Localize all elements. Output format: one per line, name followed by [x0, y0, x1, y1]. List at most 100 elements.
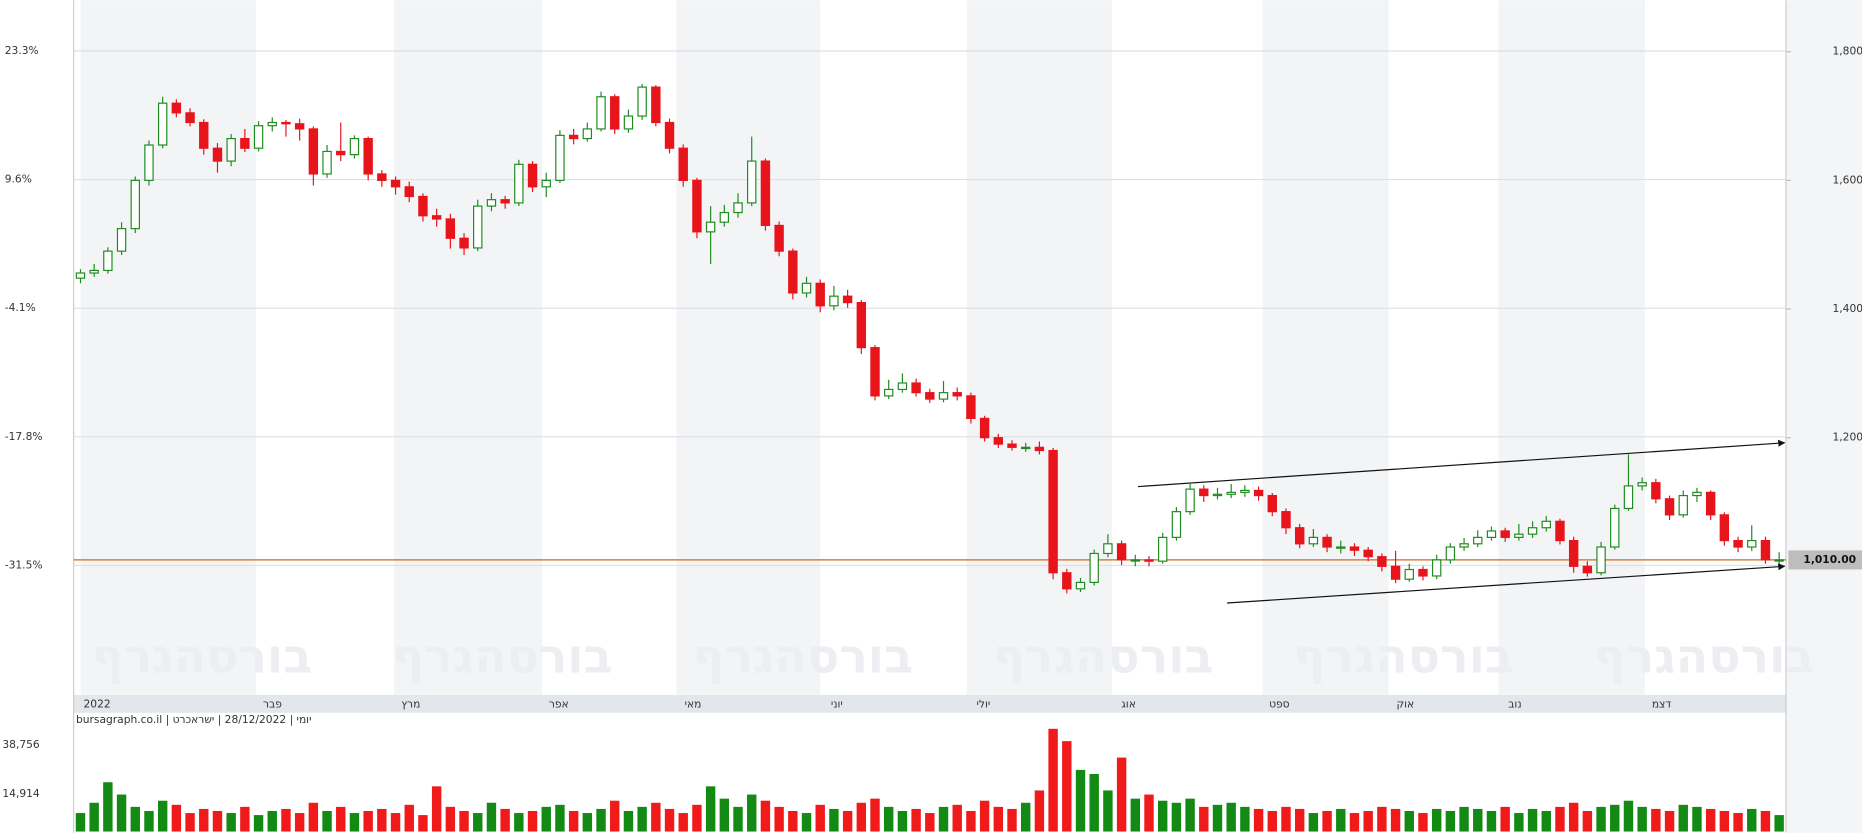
volume-bar [418, 815, 428, 832]
candle-body [103, 250, 113, 272]
y2-tick-label: 23.3% [5, 44, 39, 57]
candle-body [500, 199, 510, 204]
volume-bar [870, 798, 880, 832]
volume-bar [993, 806, 1004, 832]
candle-body [1226, 491, 1236, 495]
volume-bar [610, 800, 620, 832]
y-tick-label: 1,800 [1832, 45, 1862, 58]
volume-bar [1240, 806, 1250, 832]
volume-bar [294, 813, 305, 832]
candle-body [1774, 559, 1784, 562]
volume-bar [747, 794, 757, 832]
candle-body [1294, 527, 1305, 545]
volume-bar [568, 810, 579, 832]
volume-bar [884, 806, 894, 832]
volume-bar [555, 804, 565, 832]
candle-body [1157, 536, 1168, 562]
volume-bar [171, 804, 182, 832]
volume-bar [856, 802, 867, 832]
volume-bar [664, 808, 675, 832]
candle-body [1253, 489, 1264, 497]
volume-bar [404, 804, 414, 832]
x-tick-label: ספט [1269, 697, 1290, 710]
volume-bar [377, 808, 387, 832]
trend-line [1137, 439, 1786, 488]
candle-body [1199, 488, 1209, 497]
candle-body [1514, 533, 1524, 538]
volume-bar [637, 806, 647, 832]
candle-body [527, 163, 538, 188]
candle-body [1760, 540, 1771, 561]
y-tick-label: 1,400 [1832, 302, 1862, 315]
candle-body [568, 134, 579, 140]
x-tick-label: נוב [1508, 697, 1521, 710]
watermark: בורסהגרף [392, 629, 613, 684]
volume-bar [1459, 806, 1469, 832]
x-tick-label: אוק [1397, 697, 1415, 710]
volume-bar [1267, 810, 1277, 832]
x-tick-label: 2022 [84, 697, 111, 710]
volume-bar [651, 802, 661, 832]
candle-body [1404, 568, 1414, 580]
candle-body [1568, 540, 1579, 567]
volume-bar [267, 810, 277, 832]
volume-bar [815, 804, 825, 832]
volume-bar [1308, 813, 1319, 832]
volume-bar [1541, 810, 1551, 832]
candle-body [212, 147, 223, 162]
volume-bar [582, 813, 593, 832]
candle-body [1486, 530, 1497, 538]
volume-bar [336, 806, 346, 832]
candle-body [1363, 549, 1373, 558]
volume-tick-label: 14,914 [2, 787, 40, 800]
candle-body [1116, 543, 1127, 561]
volume-bar [1377, 806, 1387, 832]
candle-body [678, 147, 688, 181]
candle-body [1733, 540, 1743, 548]
candle-body [1048, 449, 1058, 574]
caption: יומי | 28/12/2022 | ישראכרט | bursagraph… [76, 713, 311, 726]
candle-body [952, 392, 962, 397]
candle-body [637, 86, 647, 117]
volume-bar [1157, 800, 1168, 832]
candle-body [226, 137, 236, 162]
candle-body [815, 282, 825, 307]
candle-body [884, 388, 894, 397]
last-price-box [1788, 550, 1862, 570]
volume-bar [445, 806, 456, 832]
candle-body [1144, 559, 1154, 562]
candle-body [1637, 482, 1647, 487]
volume-bar [1692, 806, 1702, 832]
volume-bar [1719, 810, 1730, 832]
candle-body [363, 137, 373, 175]
candle-body [747, 160, 757, 204]
volume-bar [1021, 802, 1031, 832]
volume-bar [1733, 813, 1743, 832]
candle-body [486, 199, 497, 207]
candle-body [1034, 446, 1045, 452]
y-tick-label: 1,200 [1832, 431, 1862, 444]
volume-bar [705, 786, 716, 832]
y2-tick-label: -17.8% [5, 430, 43, 443]
watermark: בורסהגרף [1594, 629, 1815, 684]
candle-body [1664, 498, 1675, 516]
volume-bar [1199, 806, 1209, 832]
volume-bar [1623, 800, 1634, 832]
volume-bar [897, 810, 908, 832]
candle-body [75, 272, 86, 279]
volume-bar [1431, 808, 1442, 832]
candle-body [349, 137, 360, 156]
candle-body [1541, 520, 1551, 529]
candle-body [719, 211, 730, 223]
volume-bar [1705, 808, 1716, 832]
volume-bar [103, 782, 113, 832]
x-tick-label: מאי [685, 697, 702, 710]
volume-bar [1404, 810, 1414, 832]
volume-bar [1486, 810, 1497, 832]
volume-bar [1390, 808, 1401, 832]
candle-body [582, 128, 593, 140]
volume-bar [1637, 806, 1647, 832]
volume-bar [185, 813, 195, 832]
candle-body [966, 395, 976, 419]
volume-bar [116, 794, 127, 832]
